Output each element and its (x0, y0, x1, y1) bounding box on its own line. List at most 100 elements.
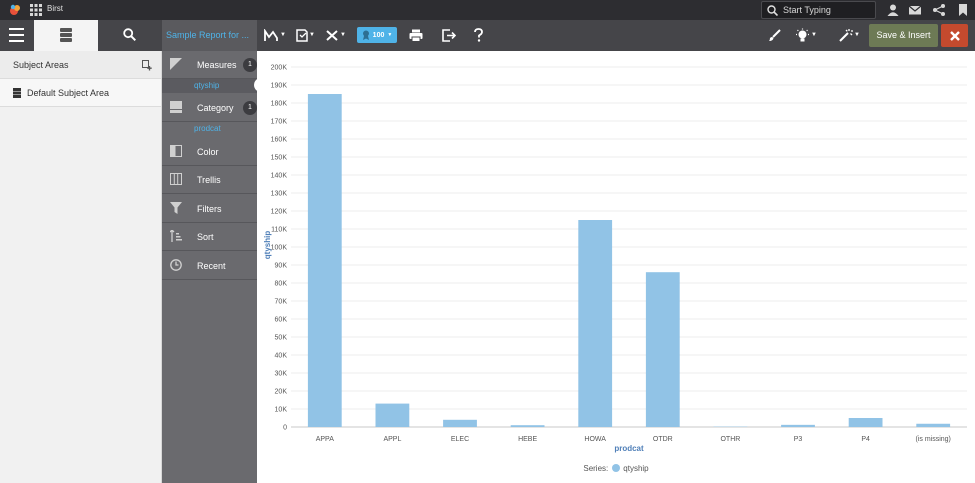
x-tick-label: APPA (316, 436, 334, 443)
close-button[interactable] (941, 24, 968, 47)
trellis-label: Trellis (197, 175, 221, 185)
bar[interactable] (443, 419, 477, 427)
measures-label: Measures (197, 60, 237, 70)
y-tick-label: 170K (271, 119, 288, 126)
sort-icon (170, 230, 182, 242)
chevron-down-icon: ▼ (854, 32, 860, 38)
bar[interactable] (510, 425, 545, 427)
toolbar: Sample Report for ... ▼ ▼ ▼ 100 ▼ ▼ ▼ Sa… (0, 20, 975, 51)
y-tick-label: 60K (275, 317, 288, 324)
default-subject-area-label: Default Subject Area (27, 88, 110, 98)
y-tick-label: 50K (275, 335, 288, 342)
menu-button[interactable] (0, 20, 34, 51)
y-tick-label: 120K (271, 209, 288, 216)
zoom-dropdown[interactable]: 100 ▼ (357, 27, 397, 43)
tools-icon (326, 29, 338, 41)
x-tick-label: P3 (794, 436, 803, 443)
legend-series-name[interactable]: qtyship (623, 464, 649, 473)
shelf-category[interactable]: Category 1 (162, 94, 257, 122)
y-tick-label: 200K (271, 65, 288, 72)
shelf-trellis[interactable]: Trellis (162, 166, 257, 194)
bar[interactable] (645, 272, 680, 427)
chevron-down-icon: ▼ (340, 32, 346, 38)
y-tick-label: 10K (275, 407, 288, 414)
color-label: Color (197, 147, 219, 157)
y-tick-label: 90K (275, 263, 288, 270)
mail-icon[interactable] (908, 3, 922, 17)
category-pill-prodcat[interactable]: prodcat (194, 124, 221, 133)
magic-wand-dropdown[interactable]: ▼ (839, 26, 860, 44)
shelf-sort[interactable]: Sort (162, 223, 257, 251)
zoom-value: 100 (372, 31, 385, 39)
global-search-input[interactable]: Start Typing (761, 1, 876, 19)
y-tick-label: 160K (271, 137, 288, 144)
print-icon (409, 29, 423, 42)
bar[interactable] (848, 418, 883, 427)
bar[interactable] (781, 424, 815, 427)
subject-areas-header: Subject Areas (0, 51, 161, 79)
y-tick-label: 180K (271, 101, 288, 108)
brush-button[interactable] (768, 26, 781, 44)
x-tick-label: OTHR (720, 436, 740, 443)
save-insert-button[interactable]: Save & Insert (869, 24, 938, 47)
close-icon (949, 30, 960, 41)
shelf-color[interactable]: Color (162, 138, 257, 166)
database-icon (13, 88, 21, 98)
shelf-filters[interactable]: Filters (162, 195, 257, 223)
hamburger-icon (9, 28, 24, 42)
export-icon (442, 28, 456, 42)
ribbon-icon (362, 30, 369, 40)
category-label: Category (197, 103, 234, 113)
category-icon (170, 101, 182, 113)
filter-icon (170, 202, 182, 214)
y-tick-label: 110K (271, 227, 287, 234)
user-icon[interactable] (886, 3, 900, 17)
insights-dropdown[interactable]: ▼ (795, 26, 817, 44)
y-tick-label: 20K (275, 389, 288, 396)
y-axis-label: qtyship (263, 231, 272, 260)
default-subject-area-item[interactable]: Default Subject Area (0, 79, 161, 107)
y-tick-label: 70K (275, 299, 288, 306)
subject-area-panel: Subject Areas Default Subject Area (0, 51, 162, 483)
tab-search[interactable] (98, 20, 162, 51)
help-button[interactable] (473, 26, 484, 44)
share-icon[interactable] (932, 3, 946, 17)
export-button[interactable] (442, 26, 456, 44)
bookmark-icon[interactable] (956, 3, 970, 17)
measures-count-badge: 1 (243, 58, 257, 72)
chart-type-icon (264, 28, 278, 41)
shelf-recent[interactable]: Recent (162, 252, 257, 280)
y-tick-label: 0 (283, 425, 287, 432)
x-axis-label: prodcat (614, 444, 644, 453)
subject-areas-label: Subject Areas (13, 60, 69, 70)
report-title[interactable]: Sample Report for ... (162, 20, 257, 51)
chart-legend: Series: qtyship (257, 464, 975, 473)
legend-swatch (612, 464, 621, 472)
bar[interactable] (375, 403, 410, 427)
chart-type-dropdown[interactable]: ▼ (264, 26, 286, 44)
birst-logo-icon[interactable] (8, 3, 22, 17)
measures-icon (170, 58, 182, 70)
color-icon (170, 145, 182, 157)
tab-data[interactable] (34, 20, 98, 51)
chevron-down-icon: ▼ (280, 32, 286, 38)
y-tick-label: 140K (271, 173, 288, 180)
y-tick-label: 30K (275, 371, 288, 378)
measure-pill-qtyship[interactable]: qtyship (162, 79, 257, 93)
bar[interactable] (307, 94, 342, 427)
bar[interactable] (578, 220, 613, 427)
chevron-down-icon: ▼ (811, 32, 817, 38)
sort-label: Sort (197, 232, 214, 242)
chevron-down-icon: ▼ (309, 32, 315, 38)
magic-wand-icon (839, 29, 853, 42)
bar[interactable] (916, 423, 951, 427)
print-button[interactable] (409, 26, 423, 44)
clock-icon (170, 259, 182, 271)
format-dropdown[interactable]: ▼ (296, 26, 315, 44)
tools-dropdown[interactable]: ▼ (325, 26, 346, 44)
visualization-shelf: Measures 1 qtyship Category 1 prodcat Co… (162, 51, 257, 483)
shelf-measures[interactable]: Measures 1 (162, 51, 257, 79)
lightbulb-icon (796, 28, 809, 41)
apps-grid-icon[interactable] (30, 4, 42, 16)
add-subject-area-icon[interactable] (142, 60, 152, 71)
